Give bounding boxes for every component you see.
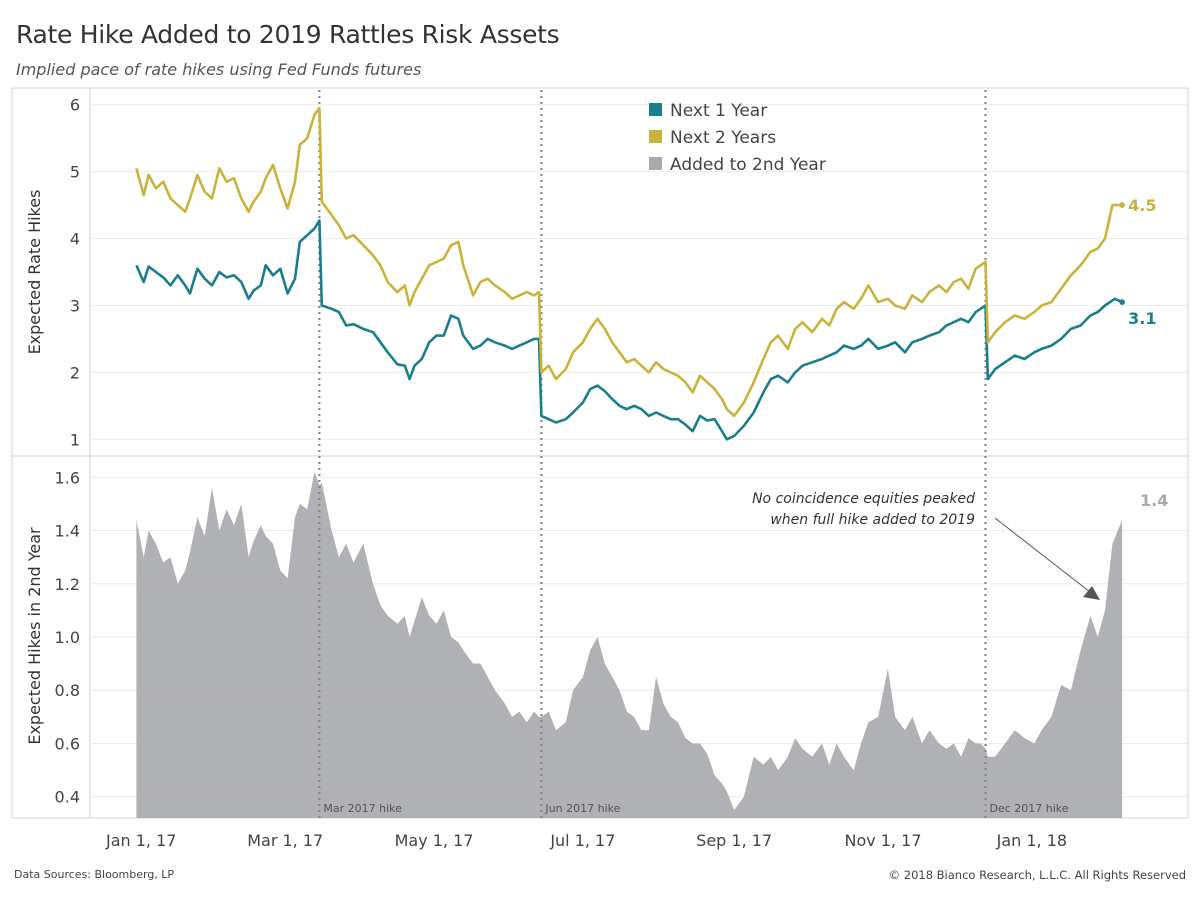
legend-label-added-to-2nd-year: Added to 2nd Year [670, 155, 826, 175]
y-tick-label-top-3: 3 [70, 296, 80, 315]
chart-title: Rate Hike Added to 2019 Rattles Risk Ass… [16, 20, 560, 49]
area-series-added-to-2nd-year [136, 472, 1123, 818]
copyright-icon: © [888, 868, 901, 882]
x-tick-label-jul-1-17: Jul 1, 17 [549, 831, 615, 850]
reference-label-mar-2017-hike: Mar 2017 hike [323, 802, 402, 815]
y-tick-label-top-2: 2 [70, 363, 80, 382]
data-source: Data Sources: Bloomberg, LP [14, 868, 175, 881]
reference-label-jun-2017-hike: Jun 2017 hike [544, 802, 620, 815]
y-tick-label-bottom-0-6: 0.6 [55, 734, 80, 753]
end-label-next-2-years: 4.5 [1128, 196, 1156, 215]
end-label-next-1-year: 3.1 [1128, 309, 1156, 328]
y-tick-label-top-6: 6 [70, 96, 80, 115]
y-tick-label-top-4: 4 [70, 230, 80, 249]
area-layer [136, 472, 1123, 818]
copyright: © 2018 Bianco Research, L.L.C. All Right… [889, 868, 1186, 882]
line-series-next-1-year [135, 219, 1123, 441]
line-series-next-2-years [135, 106, 1123, 418]
y-tick-label-bottom-1-0: 1.0 [55, 628, 80, 647]
y-tick-label-bottom-1-6: 1.6 [55, 468, 80, 487]
y-tick-label-top-5: 5 [70, 163, 80, 182]
legend-label-next-2-years: Next 2 Years [670, 128, 776, 148]
y-tick-label-top-1: 1 [70, 430, 80, 449]
annotation-arrow-line [994, 517, 1091, 593]
top-gridlines [90, 104, 1188, 440]
x-tick-label-jan-1-17: Jan 1, 17 [105, 831, 176, 850]
x-tick-label-mar-1-17: Mar 1, 17 [247, 831, 323, 850]
legend: Next 1 Year Next 2 Years Added to 2nd Ye… [649, 101, 826, 175]
end-labels: 1.4 3.1 4.5 [1128, 196, 1168, 510]
chart-subtitle: Implied pace of rate hikes using Fed Fun… [16, 60, 422, 79]
y-tick-label-bottom-1-4: 1.4 [55, 522, 80, 541]
bottom-y-ticks: 0.4 0.6 0.8 1.0 1.2 1.4 1.6 [55, 468, 80, 806]
legend-item-next-2-years[interactable]: Next 2 Years [649, 128, 776, 148]
reference-lines: Mar 2017 hike Jun 2017 hike Dec 2017 hike [318, 90, 1069, 818]
legend-swatch-next-1-year [649, 103, 662, 116]
end-point-next-2-years [1119, 202, 1125, 208]
legend-label-next-1-year: Next 1 Year [670, 101, 767, 121]
legend-swatch-next-2-years [649, 130, 662, 143]
x-tick-label-sep-1-17: Sep 1, 17 [696, 831, 772, 850]
y-tick-label-bottom-1-2: 1.2 [55, 575, 80, 594]
legend-item-next-1-year[interactable]: Next 1 Year [649, 101, 767, 121]
line-layer [135, 106, 1125, 441]
x-tick-label-may-1-17: May 1, 17 [395, 831, 474, 850]
annotation-line-2: when full hike added to 2019 [770, 512, 975, 528]
annotation-line-1: No coincidence equities peaked [752, 491, 975, 507]
top-y-ticks: 1 2 3 4 5 6 [70, 96, 80, 450]
annotation-arrowhead [1083, 586, 1100, 600]
end-label-added-to-2nd-year: 1.4 [1140, 491, 1168, 510]
end-point-next-1-year [1119, 299, 1125, 305]
copyright-text: 2018 Bianco Research, L.L.C. All Rights … [903, 868, 1186, 882]
legend-item-added-to-2nd-year[interactable]: Added to 2nd Year [649, 155, 826, 175]
legend-swatch-added-to-2nd-year [649, 157, 662, 170]
top-y-axis-label: Expected Rate Hikes [25, 190, 44, 355]
x-tick-label-nov-1-17: Nov 1, 17 [844, 831, 921, 850]
x-tick-label-jan-1-18: Jan 1, 18 [996, 831, 1067, 850]
bottom-y-axis-label: Expected Hikes in 2nd Year [25, 527, 44, 745]
reference-label-dec-2017-hike: Dec 2017 hike [989, 802, 1068, 815]
y-tick-label-bottom-0-4: 0.4 [55, 788, 80, 807]
x-ticks: Jan 1, 17 Mar 1, 17 May 1, 17 Jul 1, 17 Sep … [105, 831, 1067, 850]
y-tick-label-bottom-0-8: 0.8 [55, 681, 80, 700]
